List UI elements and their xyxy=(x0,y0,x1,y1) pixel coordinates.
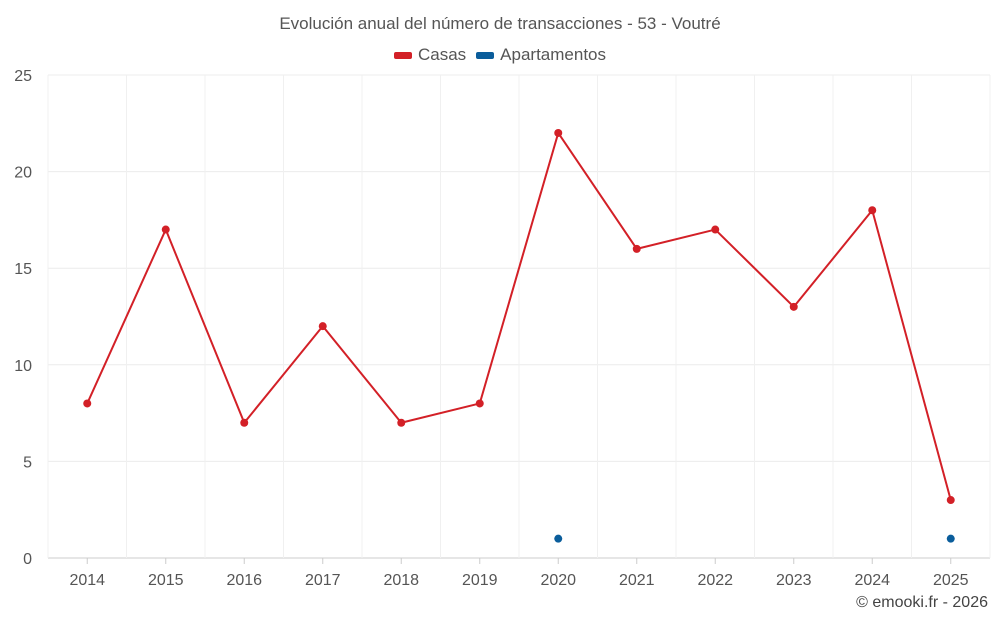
legend-label-casas: Casas xyxy=(417,45,467,64)
legend-label-apartamentos: Apartamentos xyxy=(500,45,607,64)
legend-item-casas[interactable]: Casas xyxy=(393,45,467,65)
y-tick-label: 20 xyxy=(14,165,32,182)
legend-item-apartamentos[interactable]: Apartamentos xyxy=(476,45,606,65)
x-tick-label: 2024 xyxy=(854,572,890,589)
x-tick-label: 2020 xyxy=(540,572,576,589)
chart-grid xyxy=(47,74,991,559)
data-point-casas[interactable] xyxy=(789,302,798,311)
x-tick-label: 2021 xyxy=(619,572,655,589)
credit-text: © emooki.fr - 2026 xyxy=(856,594,988,611)
x-tick-label: 2016 xyxy=(226,572,262,589)
data-point-casas[interactable] xyxy=(632,244,641,253)
data-point-casas[interactable] xyxy=(318,322,327,331)
data-point-casas[interactable] xyxy=(711,225,720,234)
y-tick-label: 0 xyxy=(23,551,32,568)
data-point-casas[interactable] xyxy=(946,496,955,505)
x-tick-label: 2014 xyxy=(69,572,105,589)
data-point-casas[interactable] xyxy=(868,206,877,215)
data-point-casas[interactable] xyxy=(475,399,484,408)
data-point-casas[interactable] xyxy=(554,128,563,137)
x-tick-label: 2015 xyxy=(148,572,184,589)
data-point-casas[interactable] xyxy=(397,418,406,427)
y-tick-label: 5 xyxy=(23,454,32,471)
chart-title: Evolución anual del número de transaccio… xyxy=(279,14,721,33)
legend-swatch-casas xyxy=(393,51,412,59)
y-tick-label: 25 xyxy=(14,68,32,85)
x-tick-label: 2025 xyxy=(933,572,969,589)
x-tick-label: 2022 xyxy=(697,572,733,589)
data-point-apartamentos[interactable] xyxy=(554,534,563,543)
series-line-casas xyxy=(86,131,952,501)
data-point-casas[interactable] xyxy=(240,418,249,427)
chart-series xyxy=(83,128,955,543)
data-point-apartamentos[interactable] xyxy=(946,534,955,543)
legend-swatch-apartamentos xyxy=(476,51,495,59)
x-tick-label: 2019 xyxy=(462,572,498,589)
data-point-casas[interactable] xyxy=(161,225,170,234)
x-tick-label: 2023 xyxy=(776,572,812,589)
x-tick-label: 2017 xyxy=(305,572,341,589)
x-tick-label: 2018 xyxy=(383,572,419,589)
y-tick-label: 10 xyxy=(14,358,32,375)
data-point-casas[interactable] xyxy=(83,399,92,408)
chart-legend: Casas Apartamentos xyxy=(0,45,1000,65)
y-tick-label: 15 xyxy=(14,261,32,278)
